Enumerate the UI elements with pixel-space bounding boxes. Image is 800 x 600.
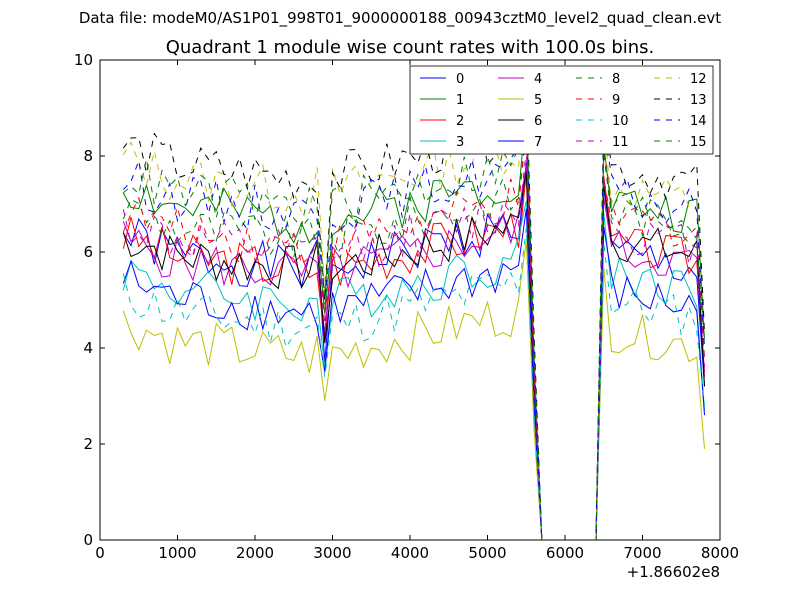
y-tick-label: 8 — [83, 147, 93, 165]
chart-suptitle: Data file: modeM0/AS1P01_998T01_90000001… — [79, 9, 721, 28]
legend-label-11: 11 — [612, 135, 629, 150]
series-line-8 — [122, 130, 705, 540]
x-tick-label: 6000 — [546, 544, 584, 562]
x-tick-label: 7000 — [623, 544, 661, 562]
legend-label-13: 13 — [690, 93, 707, 108]
x-tick-label: 0 — [95, 544, 105, 562]
series-line-11 — [122, 149, 705, 540]
legend-label-12: 12 — [690, 72, 707, 87]
series-line-9 — [122, 128, 705, 540]
x-tick-label: 8000 — [701, 544, 739, 562]
legend-label-6: 6 — [534, 114, 542, 129]
series-line-3 — [122, 200, 705, 540]
series-line-4 — [122, 165, 705, 540]
series-line-15 — [122, 99, 705, 540]
series-line-5 — [122, 240, 705, 540]
y-tick-label: 2 — [83, 435, 93, 453]
legend-label-14: 14 — [690, 114, 707, 129]
legend-label-10: 10 — [612, 114, 629, 129]
y-tick-label: 0 — [83, 531, 93, 549]
legend-box — [409, 65, 714, 155]
series-line-12 — [122, 80, 705, 540]
series-line-13 — [122, 83, 705, 540]
legend-label-3: 3 — [456, 135, 464, 150]
legend-label-2: 2 — [456, 114, 464, 129]
series-line-10 — [122, 227, 705, 540]
legend-label-5: 5 — [534, 93, 542, 108]
series-line-1 — [122, 107, 705, 540]
legend-label-0: 0 — [456, 72, 464, 87]
legend-label-1: 1 — [456, 93, 464, 108]
y-tick-label: 6 — [83, 243, 93, 261]
legend-label-7: 7 — [534, 135, 542, 150]
legend-label-4: 4 — [534, 72, 542, 87]
x-tick-label: 1000 — [158, 544, 196, 562]
x-tick-label: 2000 — [236, 544, 274, 562]
x-tick-label: 3000 — [313, 544, 351, 562]
x-tick-label: 5000 — [468, 544, 506, 562]
series-line-7 — [122, 208, 705, 540]
legend-label-8: 8 — [612, 72, 620, 87]
y-tick-label: 10 — [74, 51, 93, 69]
x-offset-label: +1.86602e8 — [627, 563, 720, 581]
series-line-6 — [122, 171, 705, 540]
series-line-0 — [122, 162, 705, 540]
legend-label-15: 15 — [690, 135, 707, 150]
chart-title: Quadrant 1 module wise count rates with … — [166, 37, 655, 58]
series-line-14 — [122, 110, 705, 540]
x-tick-label: 4000 — [391, 544, 429, 562]
legend-label-9: 9 — [612, 93, 620, 108]
y-tick-label: 4 — [83, 339, 93, 357]
